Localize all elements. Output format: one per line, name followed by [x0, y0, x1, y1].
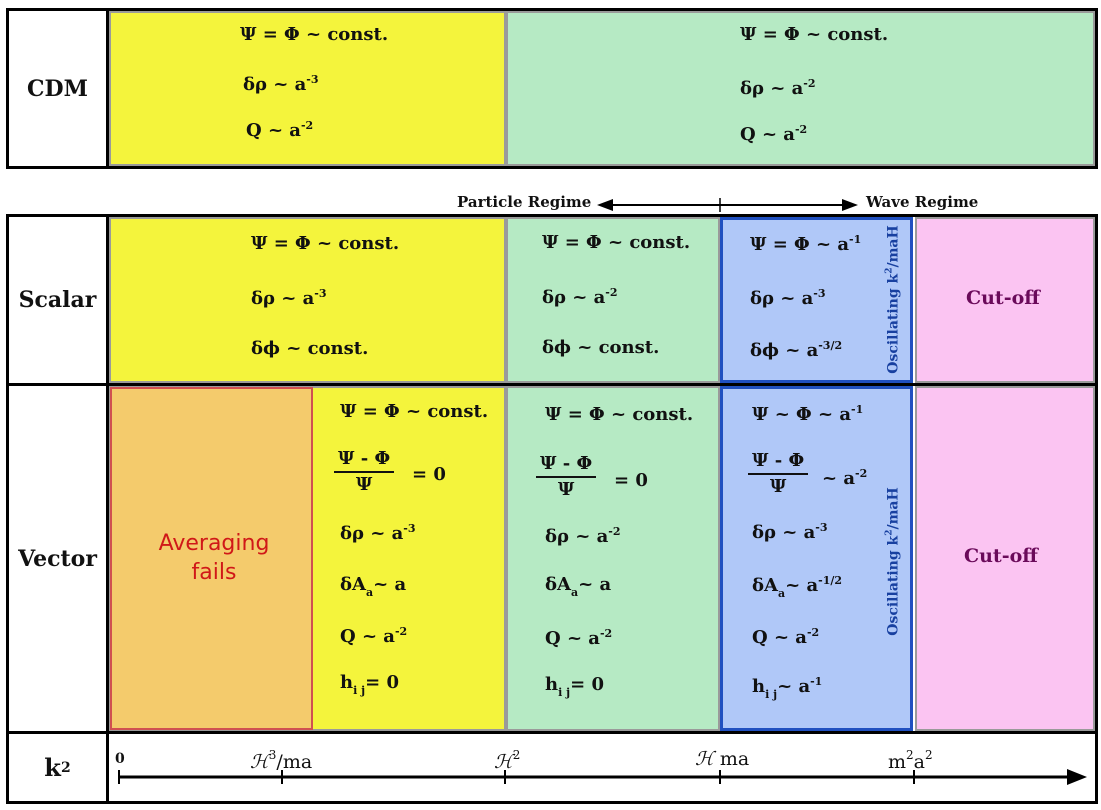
vector-c3-h: hi j~ a-1 [752, 675, 823, 701]
axis-tick-h-ma: ℋ ma [695, 748, 750, 770]
vector-c1-psi: Ψ = Φ ~ const. [340, 401, 489, 422]
k2-axis [118, 769, 1087, 785]
cdm-right-q: Q ~ a-2 [740, 123, 808, 145]
scalar-c1-drho: δρ ~ a-3 [251, 287, 327, 309]
axis-tick-zero: 0 [115, 751, 125, 767]
vector-row-label: Vector [18, 545, 97, 572]
axis-tick-h2: ℋ2 [494, 748, 521, 773]
scalar-c2-dphi: δϕ ~ const. [542, 337, 660, 358]
divider-scalar-vector [9, 383, 1095, 386]
vector-c1-fraction-rhs: = 0 [412, 464, 446, 485]
scalar-cell-1 [109, 217, 506, 383]
vector-c2-fraction-rhs: = 0 [614, 470, 648, 491]
vector-c1-drho: δρ ~ a-3 [340, 522, 416, 544]
cdm-particle-cell [109, 11, 506, 166]
axis-tick-h3-over-ma: ℋ3/ma [250, 748, 313, 773]
scalar-cell-2 [506, 217, 720, 383]
scalar-c2-drho: δρ ~ a-2 [542, 286, 618, 308]
averaging-fails-label: Averaging fails [158, 531, 270, 585]
vector-c3-q: Q ~ a-2 [752, 626, 820, 648]
vector-cell-cutoff [915, 386, 1095, 731]
cdm-row-label: CDM [27, 75, 88, 102]
vector-c2-q: Q ~ a-2 [545, 627, 613, 649]
vector-c2-drho: δρ ~ a-2 [545, 525, 621, 547]
vector-averaging-cell [110, 387, 313, 730]
vector-c2-psi: Ψ = Φ ~ const. [545, 404, 694, 425]
scalar-cutoff-label: Cut-off [966, 287, 1040, 309]
vector-c3-fraction-rhs: ~ a-2 [822, 467, 868, 489]
cdm-label-divider [106, 11, 109, 166]
vector-c3-dA: δAa~ a-1/2 [752, 574, 843, 600]
scalar-c3-dphi: δϕ ~ a-3/2 [750, 339, 843, 361]
scalar-c2-psi: Ψ = Φ ~ const. [542, 232, 691, 253]
vector-c3-psi: Ψ ~ Φ ~ a-1 [752, 403, 864, 425]
particle-regime-label: Particle Regime [457, 193, 592, 211]
scalar-c3-psi: Ψ = Φ ~ a-1 [750, 233, 862, 255]
vector-cell-3 [720, 386, 913, 731]
vector-c3-drho: δρ ~ a-3 [752, 521, 828, 543]
cdm-wave-cell [506, 11, 1095, 166]
vector-cell-2 [506, 386, 720, 731]
vector-oscillating-label: Oscillating k2/maH [884, 487, 902, 636]
cdm-left-q: Q ~ a-2 [246, 119, 314, 141]
scalar-c3-drho: δρ ~ a-3 [750, 287, 826, 309]
label-column-divider [106, 217, 109, 801]
cdm-left-drho: δρ ~ a-3 [243, 73, 319, 95]
vector-cutoff-label: Cut-off [964, 545, 1038, 567]
cdm-table [6, 8, 1098, 169]
divider-vector-axis [9, 731, 1095, 734]
vector-c1-q: Q ~ a-2 [340, 625, 408, 647]
cdm-left-psi: Ψ = Φ ~ const. [240, 24, 389, 45]
main-table [6, 214, 1098, 804]
vector-c1-dA: δAa~ a [340, 574, 407, 599]
scalar-oscillating-label: Oscillating k2/maH [884, 225, 902, 374]
regime-arrow [597, 198, 858, 212]
cdm-right-drho: δρ ~ a-2 [740, 77, 816, 99]
scalar-cell-cutoff [915, 217, 1095, 383]
scalar-row-label: Scalar [18, 287, 97, 313]
scalar-c1-dphi: δϕ ~ const. [251, 338, 369, 359]
axis-tick-m2a2: m2a2 [888, 748, 933, 773]
cdm-right-psi: Ψ = Φ ~ const. [740, 24, 889, 45]
vector-c2-dA: δAa~ a [545, 574, 612, 599]
vector-c1-h: hi j= 0 [340, 672, 399, 697]
wave-regime-label: Wave Regime [866, 193, 979, 211]
scalar-cell-3 [720, 217, 913, 383]
scalar-c1-psi: Ψ = Φ ~ const. [251, 233, 400, 254]
vector-c2-h: hi j= 0 [545, 674, 604, 699]
